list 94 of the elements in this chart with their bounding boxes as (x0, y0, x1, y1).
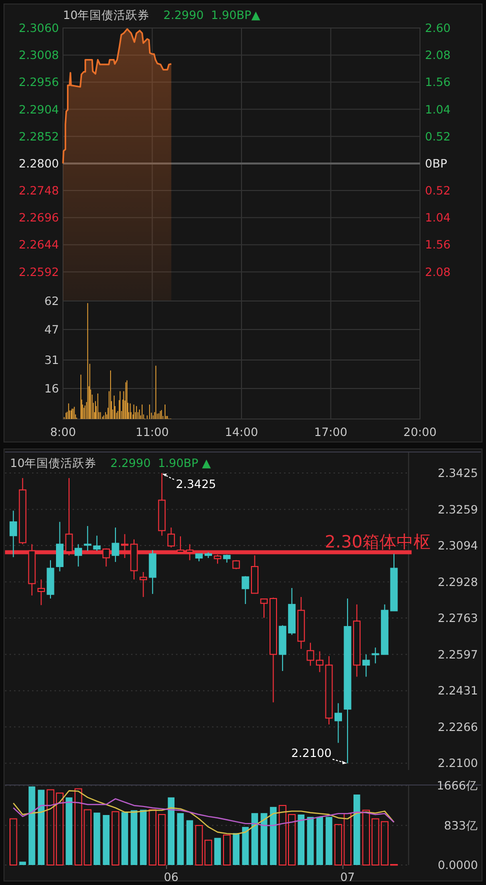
x-tick-label: 11:00 (136, 425, 169, 439)
bar (19, 862, 26, 865)
bar (186, 820, 194, 865)
bar (214, 838, 221, 865)
x-tick-label: 07 (340, 870, 355, 884)
chart-title: 10年国债活跃券 (63, 8, 150, 22)
bar (130, 810, 138, 865)
y-tick-label: 2.3259 (438, 502, 478, 516)
y-tick-label: 1666亿 (436, 778, 478, 793)
y-tick-label: 2.2956 (18, 75, 59, 90)
bar (28, 786, 36, 865)
candlestick (37, 578, 45, 606)
y-tick-label: 2.3008 (18, 48, 59, 62)
bar (260, 813, 268, 865)
candlestick (362, 654, 370, 678)
bar (10, 818, 18, 866)
candlestick (74, 544, 82, 568)
y-tick-label: 2.2904 (18, 102, 59, 116)
bar (38, 790, 45, 865)
y2-tick-label: 1.56 (425, 238, 451, 252)
bar (74, 788, 82, 866)
y-tick-label: 2.2597 (438, 647, 478, 662)
bar (66, 797, 72, 865)
y-tick-label: 16 (44, 382, 59, 396)
y2-tick-label: 0BP (425, 156, 448, 170)
x-tick-label: 8:00 (50, 425, 76, 439)
candlestick (334, 702, 342, 744)
y-tick-label: 2.2748 (18, 184, 59, 198)
candlestick (297, 596, 305, 650)
bar (242, 826, 249, 865)
y2-tick-label: 1.04 (425, 210, 451, 225)
y-tick-label: 2.2928 (438, 574, 478, 589)
x-tick-label: 14:00 (224, 425, 258, 439)
y-tick-label: 0.0000 (438, 858, 478, 872)
bar (112, 811, 120, 866)
y-tick-label: 2.2644 (18, 238, 59, 252)
bar (353, 794, 360, 865)
y-tick-label: 47 (44, 322, 59, 337)
line-series (12, 790, 395, 835)
y-tick-label: 2.2852 (18, 129, 59, 144)
line-series (12, 798, 395, 826)
y2-tick-label: 0.52 (425, 129, 451, 144)
y2-tick-label: 2.60 (425, 21, 451, 35)
bar (232, 833, 240, 865)
y-tick-label: 62 (44, 294, 59, 308)
y-tick-label: 2.2763 (438, 611, 478, 626)
y-tick-label: 2.2100 (438, 756, 478, 770)
y-tick-label: 2.2696 (18, 210, 59, 225)
y-tick-label: 2.2592 (18, 264, 59, 279)
chart-title: 10年国债活跃券 (10, 456, 97, 470)
bar (84, 809, 92, 866)
y-tick-label: 2.2800 (18, 156, 59, 170)
ref-line-label: 2.30箱体中枢 (324, 532, 431, 552)
annotation: 2.2100 (291, 746, 332, 760)
candlestick (10, 510, 18, 558)
bar (102, 815, 110, 865)
y2-tick-label: 2.08 (425, 48, 451, 62)
bar (316, 816, 324, 865)
bar (140, 810, 147, 865)
bar (326, 816, 332, 865)
y2-tick-label: 2.08 (425, 264, 451, 279)
bar (251, 813, 258, 865)
bar (177, 813, 184, 865)
chart-subtitle: 2.2990 1.90BP ▲ (110, 456, 212, 470)
bar (298, 814, 304, 865)
candlestick (158, 472, 166, 536)
candlestick (344, 598, 352, 764)
candlestick (84, 526, 92, 552)
bar (121, 812, 128, 865)
candlestick (56, 521, 64, 572)
candlestick (112, 527, 120, 562)
bar (223, 834, 231, 866)
y2-tick-label: 1.04 (425, 102, 451, 116)
y-tick-label: 2.3425 (438, 466, 478, 480)
annotation: 2.3425 (176, 477, 216, 492)
candlestick (353, 604, 361, 678)
y2-tick-label: 1.56 (425, 75, 451, 90)
y2-tick-label: 0.52 (425, 184, 451, 198)
y-tick-label: 833亿 (444, 818, 478, 832)
candlestick (140, 572, 148, 598)
candlestick (148, 550, 156, 594)
bar (168, 797, 174, 865)
x-tick-label: 06 (164, 870, 178, 884)
x-tick-label: 20:00 (403, 425, 437, 439)
chart-subtitle: 2.2990 1.90BP▲ (163, 8, 260, 22)
y-tick-label: 2.3094 (438, 538, 478, 553)
x-tick-label: 17:00 (314, 425, 348, 439)
y-tick-label: 31 (44, 353, 59, 367)
y-tick-label: 2.2266 (438, 720, 478, 734)
bar (307, 816, 314, 865)
y-tick-label: 2.3060 (18, 21, 59, 35)
bar (94, 812, 100, 865)
y-tick-label: 2.2431 (438, 684, 478, 698)
bar (270, 806, 277, 865)
